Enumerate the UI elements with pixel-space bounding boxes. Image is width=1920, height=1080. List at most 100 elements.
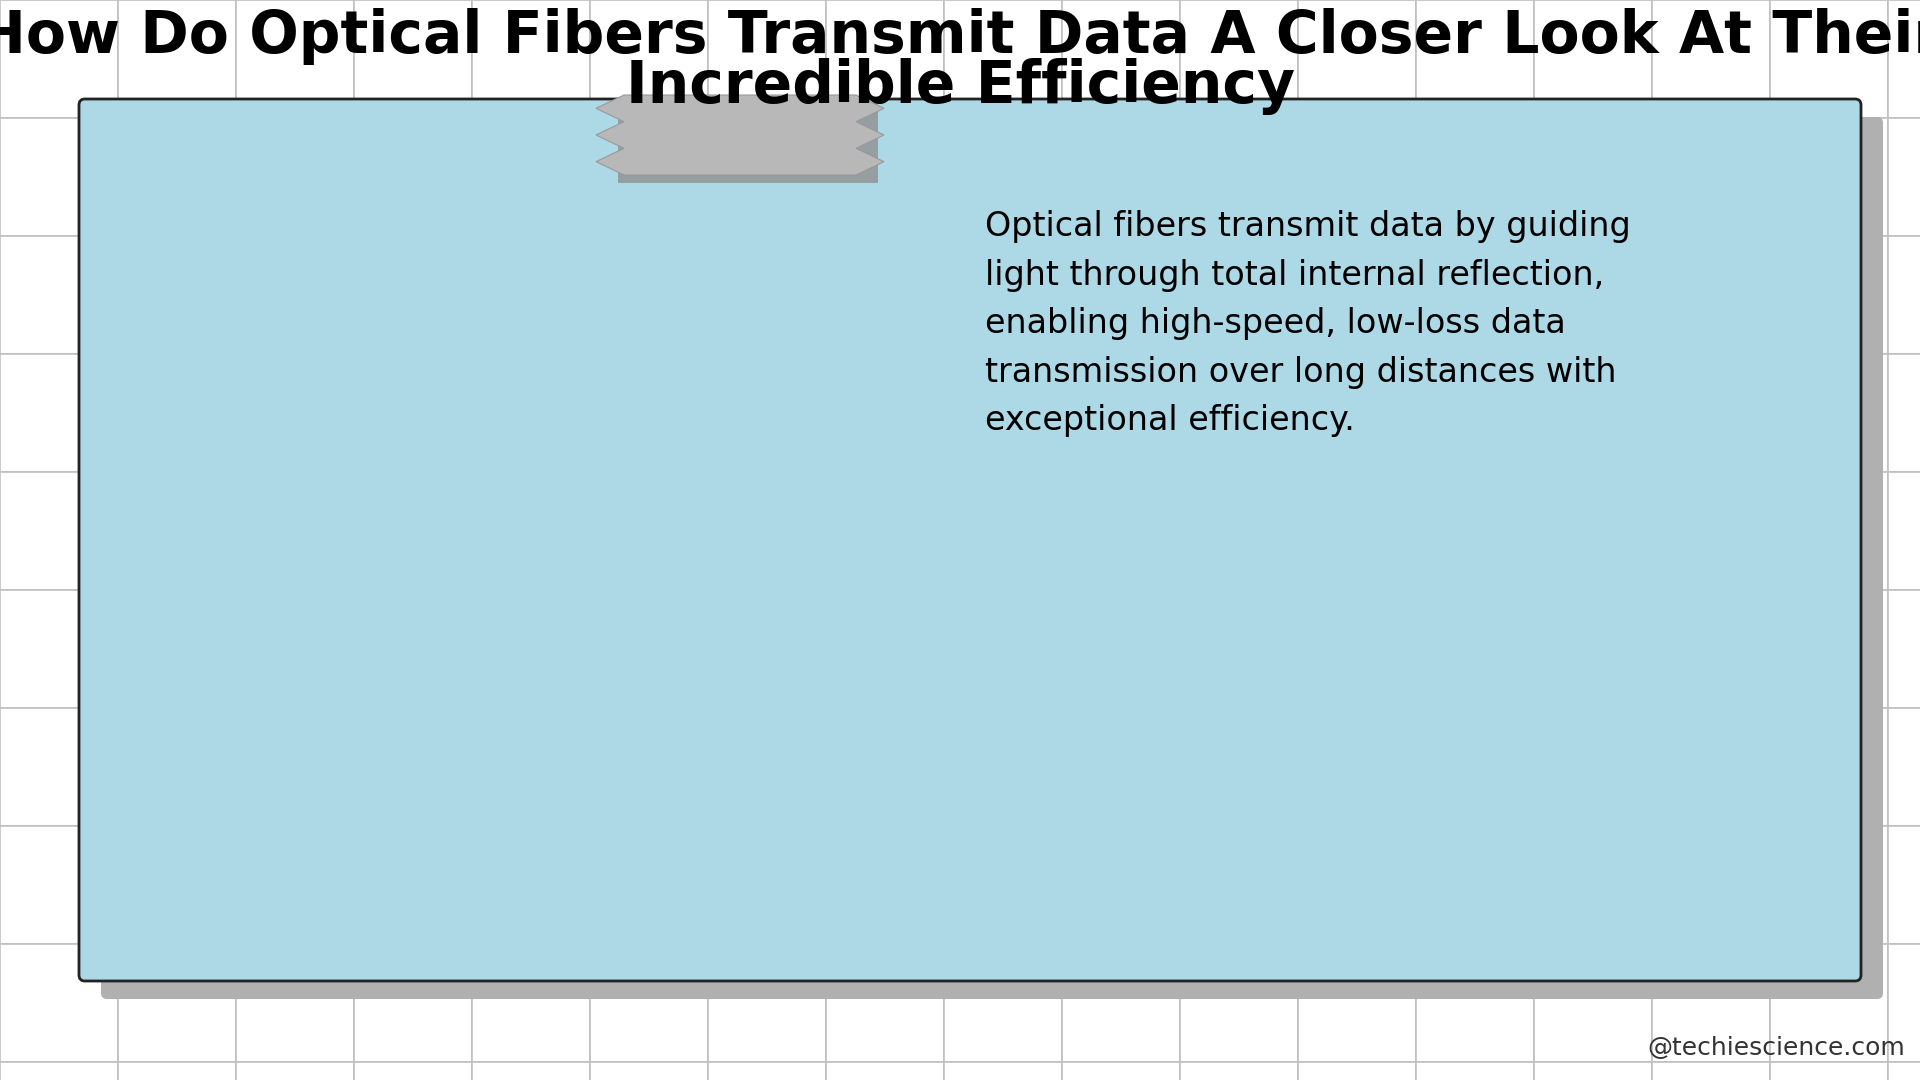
Bar (0, 354, 117, 472)
Bar (1417, 118, 1534, 237)
Bar (1181, 472, 1298, 590)
Bar (0, 590, 117, 708)
Bar (1651, 708, 1770, 826)
Bar (472, 0, 589, 118)
Bar (1887, 944, 1920, 1062)
Bar (1770, 708, 1887, 826)
Bar (1534, 826, 1651, 944)
Bar (1298, 472, 1417, 590)
Bar (236, 590, 353, 708)
Bar (945, 590, 1062, 708)
Bar (708, 0, 826, 118)
Bar (826, 118, 945, 237)
Bar (472, 1062, 589, 1080)
Bar (1062, 354, 1181, 472)
Bar (1534, 354, 1651, 472)
Bar (708, 708, 826, 826)
Bar (1887, 590, 1920, 708)
Bar (1298, 708, 1417, 826)
Bar (472, 237, 589, 354)
Bar (1417, 708, 1534, 826)
Bar (1417, 590, 1534, 708)
Bar (708, 590, 826, 708)
Bar (708, 826, 826, 944)
Bar (589, 590, 708, 708)
FancyBboxPatch shape (102, 117, 1884, 999)
Bar (0, 472, 117, 590)
Bar (1181, 118, 1298, 237)
Bar (236, 472, 353, 590)
Bar (1651, 1062, 1770, 1080)
Bar (589, 944, 708, 1062)
Bar (589, 472, 708, 590)
Bar (236, 826, 353, 944)
Bar (589, 237, 708, 354)
Bar (708, 237, 826, 354)
Bar (472, 354, 589, 472)
Bar (353, 472, 472, 590)
Bar (1298, 118, 1417, 237)
Bar (945, 1062, 1062, 1080)
Bar (826, 944, 945, 1062)
Bar (1181, 1062, 1298, 1080)
Polygon shape (595, 95, 883, 175)
Bar (1298, 944, 1417, 1062)
Text: @techiescience.com: @techiescience.com (1647, 1036, 1905, 1059)
Bar (1062, 590, 1181, 708)
Bar (1417, 826, 1534, 944)
Bar (589, 1062, 708, 1080)
Bar (472, 118, 589, 237)
Bar (1181, 237, 1298, 354)
Bar (708, 354, 826, 472)
Bar (1534, 472, 1651, 590)
Bar (1298, 237, 1417, 354)
Bar (1651, 472, 1770, 590)
Bar (826, 590, 945, 708)
Bar (1181, 708, 1298, 826)
Bar (945, 237, 1062, 354)
Bar (0, 0, 117, 118)
Bar (117, 472, 236, 590)
Bar (1062, 0, 1181, 118)
Bar (353, 826, 472, 944)
Bar (1062, 118, 1181, 237)
Bar (1770, 472, 1887, 590)
Bar (826, 237, 945, 354)
Bar (1534, 0, 1651, 118)
Bar (1534, 590, 1651, 708)
Bar (472, 590, 589, 708)
Bar (1887, 118, 1920, 237)
Bar (945, 0, 1062, 118)
Bar (708, 944, 826, 1062)
Bar (353, 1062, 472, 1080)
Bar (945, 708, 1062, 826)
Bar (236, 237, 353, 354)
Bar (826, 0, 945, 118)
Bar (589, 0, 708, 118)
Bar (1181, 590, 1298, 708)
Bar (826, 708, 945, 826)
Bar (1887, 237, 1920, 354)
Bar (1181, 944, 1298, 1062)
Bar (1651, 237, 1770, 354)
Bar (472, 944, 589, 1062)
Bar (1770, 237, 1887, 354)
Bar (117, 237, 236, 354)
Bar (1062, 708, 1181, 826)
Text: How Do Optical Fibers Transmit Data A Closer Look At Their: How Do Optical Fibers Transmit Data A Cl… (0, 8, 1920, 65)
Bar (708, 472, 826, 590)
Bar (1298, 354, 1417, 472)
Bar (1417, 0, 1534, 118)
Bar (117, 944, 236, 1062)
Bar (945, 118, 1062, 237)
Bar (236, 354, 353, 472)
Bar (1651, 118, 1770, 237)
Bar (236, 0, 353, 118)
Bar (1887, 472, 1920, 590)
Bar (353, 590, 472, 708)
Bar (826, 826, 945, 944)
Bar (708, 1062, 826, 1080)
Bar (353, 118, 472, 237)
Bar (1534, 237, 1651, 354)
Bar (1298, 590, 1417, 708)
